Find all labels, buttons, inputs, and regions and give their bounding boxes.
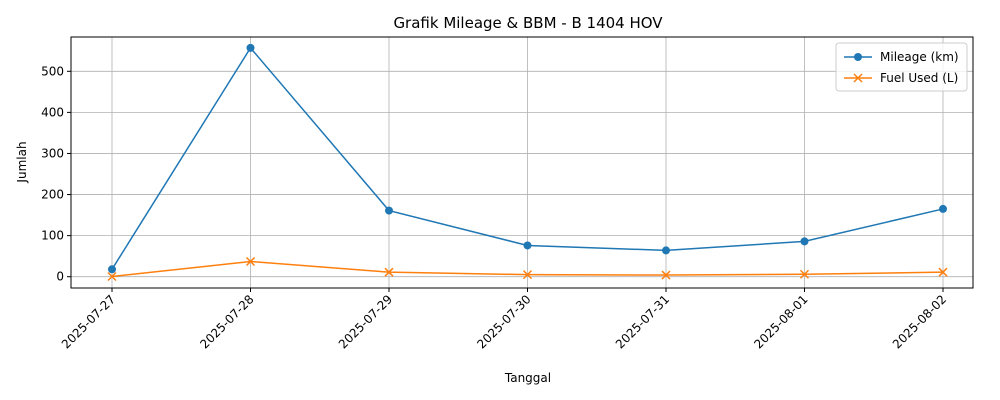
legend: Mileage (km) Fuel Used (L) [835, 42, 968, 92]
data-point [938, 267, 948, 277]
x-tick-label: 2025-07-28 [197, 292, 256, 351]
x-tick-label: 2025-08-02 [890, 292, 949, 351]
data-point [799, 269, 810, 279]
y-tick-label: 200 [41, 188, 64, 202]
data-point [384, 267, 394, 277]
x-tick-label: 2025-07-27 [59, 292, 118, 351]
data-point [522, 270, 533, 280]
y-axis-label: Jumlah [15, 141, 29, 183]
data-point [245, 256, 256, 267]
plot-frame [70, 36, 974, 289]
y-tick-label: 500 [41, 64, 64, 78]
data-point [661, 270, 671, 280]
legend-label-mileage: Mileage (km) [880, 50, 959, 64]
data-point [523, 241, 532, 250]
data-point [385, 206, 393, 215]
x-axis-label: Tanggal [504, 371, 551, 385]
x-axis: 2025-07-27 2025-07-28 2025-07-29 2025-07-30… [59, 288, 949, 351]
y-tick-label: 0 [56, 270, 64, 284]
legend-marker-fuel [853, 73, 863, 83]
legend-label-fuel: Fuel Used (L) [880, 71, 958, 85]
data-point [939, 204, 947, 213]
data-point [107, 271, 117, 282]
x-tick-label: 2025-07-29 [336, 292, 395, 351]
y-tick-label: 400 [41, 105, 64, 119]
y-tick-label: 100 [41, 229, 64, 243]
x-tick-label: 2025-08-01 [751, 292, 810, 351]
grid [71, 37, 973, 288]
data-point [246, 43, 255, 52]
chart-title: Grafik Mileage & BBM - B 1404 HOV [393, 14, 663, 32]
series-layer [107, 43, 948, 282]
x-tick-label: 2025-07-31 [613, 292, 672, 351]
data-point [662, 246, 670, 255]
data-point [108, 265, 116, 274]
data-point [800, 237, 809, 246]
legend-marker-mileage [854, 53, 862, 61]
legend-box [835, 42, 968, 92]
x-tick-label: 2025-07-30 [474, 292, 533, 351]
y-tick-label: 300 [41, 146, 64, 160]
y-axis: 0 100 200 300 400 500 [41, 64, 71, 284]
